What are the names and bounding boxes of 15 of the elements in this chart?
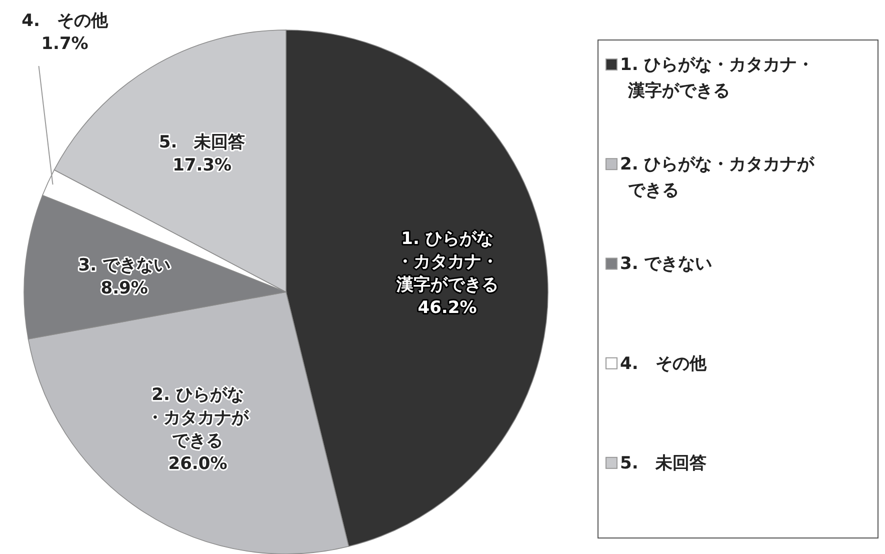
legend-label: 2. ひらがな・カタカナができる [620, 154, 816, 201]
data-label: 8.9% [100, 278, 148, 298]
slice-label: 2. ひらがな・カタカナができる [146, 384, 250, 451]
data-label: 1.7% [41, 34, 88, 54]
data-label: 26.0% [168, 454, 228, 474]
legend-label: 4. その他 [620, 354, 708, 374]
data-label: 46.2% [418, 298, 477, 318]
slice-label: 5. 未回答 [158, 132, 246, 152]
legend-label: 1. ひらがな・カタカナ・漢字ができる [620, 55, 814, 101]
slice-label: 1. ひらがな・カタカナ・漢字ができる [395, 228, 498, 295]
legend-label: 3. できない [620, 254, 712, 274]
data-label: 17.3% [172, 155, 232, 176]
slice-label: 3. できない [78, 255, 170, 276]
slice-label: 4. その他 [22, 11, 109, 31]
legend-label: 5. 未回答 [620, 453, 706, 474]
